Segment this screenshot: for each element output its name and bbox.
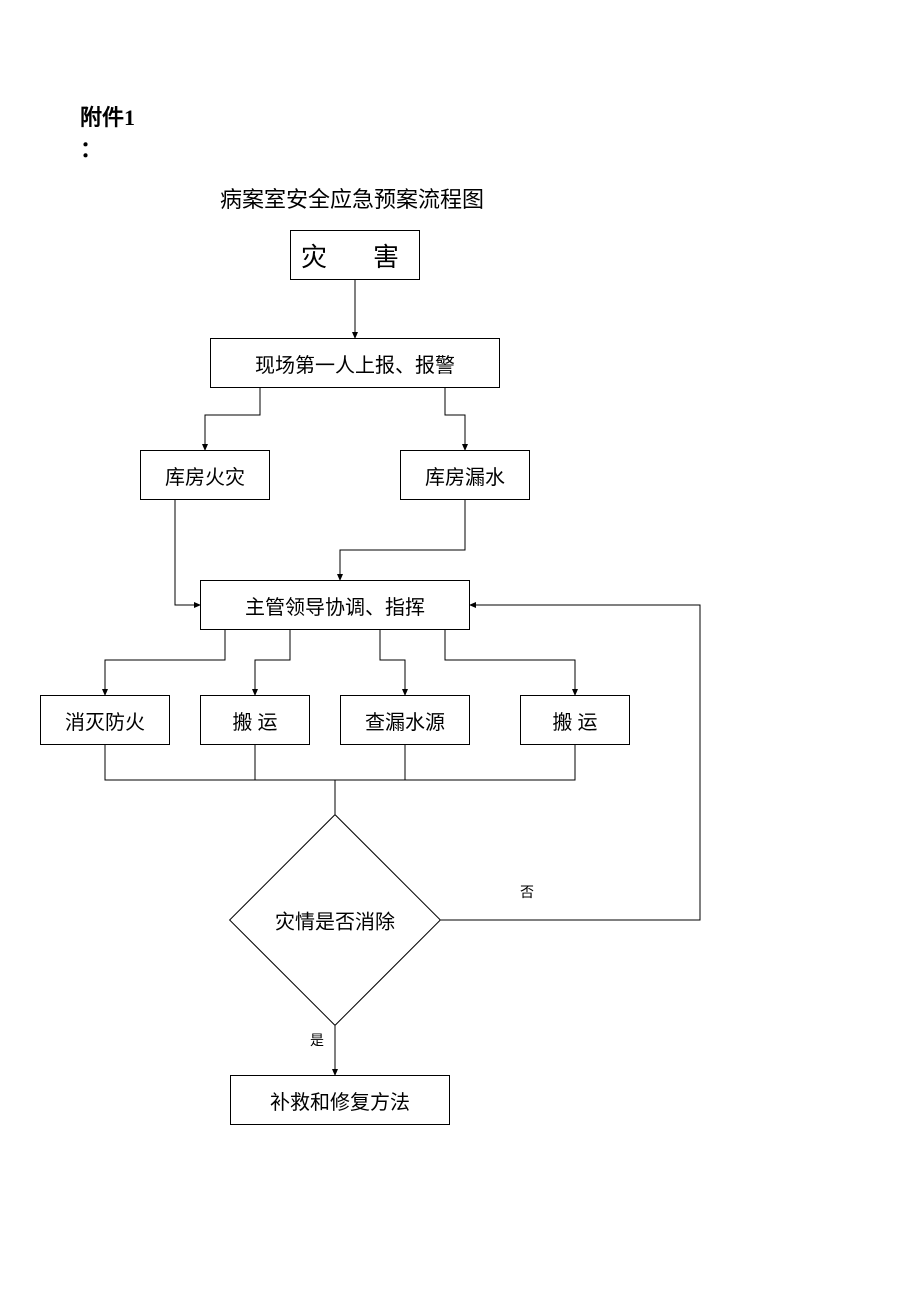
- node-move2: 搬 运: [520, 695, 630, 745]
- node-extinguish: 消灭防火: [40, 695, 170, 745]
- attachment-line2: ：: [80, 137, 102, 162]
- node-leader: 主管领导协调、指挥: [200, 580, 470, 630]
- flowchart-container: 灾 害现场第一人上报、报警库房火灾库房漏水主管领导协调、指挥消灭防火搬 运查漏水…: [0, 220, 920, 1220]
- node-remedy: 补救和修复方法: [230, 1075, 450, 1125]
- node-leak: 库房漏水: [400, 450, 530, 500]
- page-title: 病案室安全应急预案流程图: [220, 182, 484, 214]
- edge-label-yes: 是: [310, 1030, 324, 1050]
- edge-label-no: 否: [520, 882, 534, 902]
- attachment-line1: 附件1: [80, 105, 135, 130]
- node-report: 现场第一人上报、报警: [210, 338, 500, 388]
- decision-resolved: 灾情是否消除: [260, 845, 410, 995]
- node-fire: 库房火灾: [140, 450, 270, 500]
- node-check: 查漏水源: [340, 695, 470, 745]
- node-disaster: 灾 害: [290, 230, 420, 280]
- node-move1: 搬 运: [200, 695, 310, 745]
- attachment-label: 附件1 ：: [80, 100, 135, 164]
- decision-label: 灾情是否消除: [275, 906, 395, 935]
